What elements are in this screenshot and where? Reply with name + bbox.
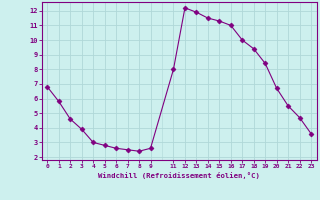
X-axis label: Windchill (Refroidissement éolien,°C): Windchill (Refroidissement éolien,°C) [98, 172, 260, 179]
